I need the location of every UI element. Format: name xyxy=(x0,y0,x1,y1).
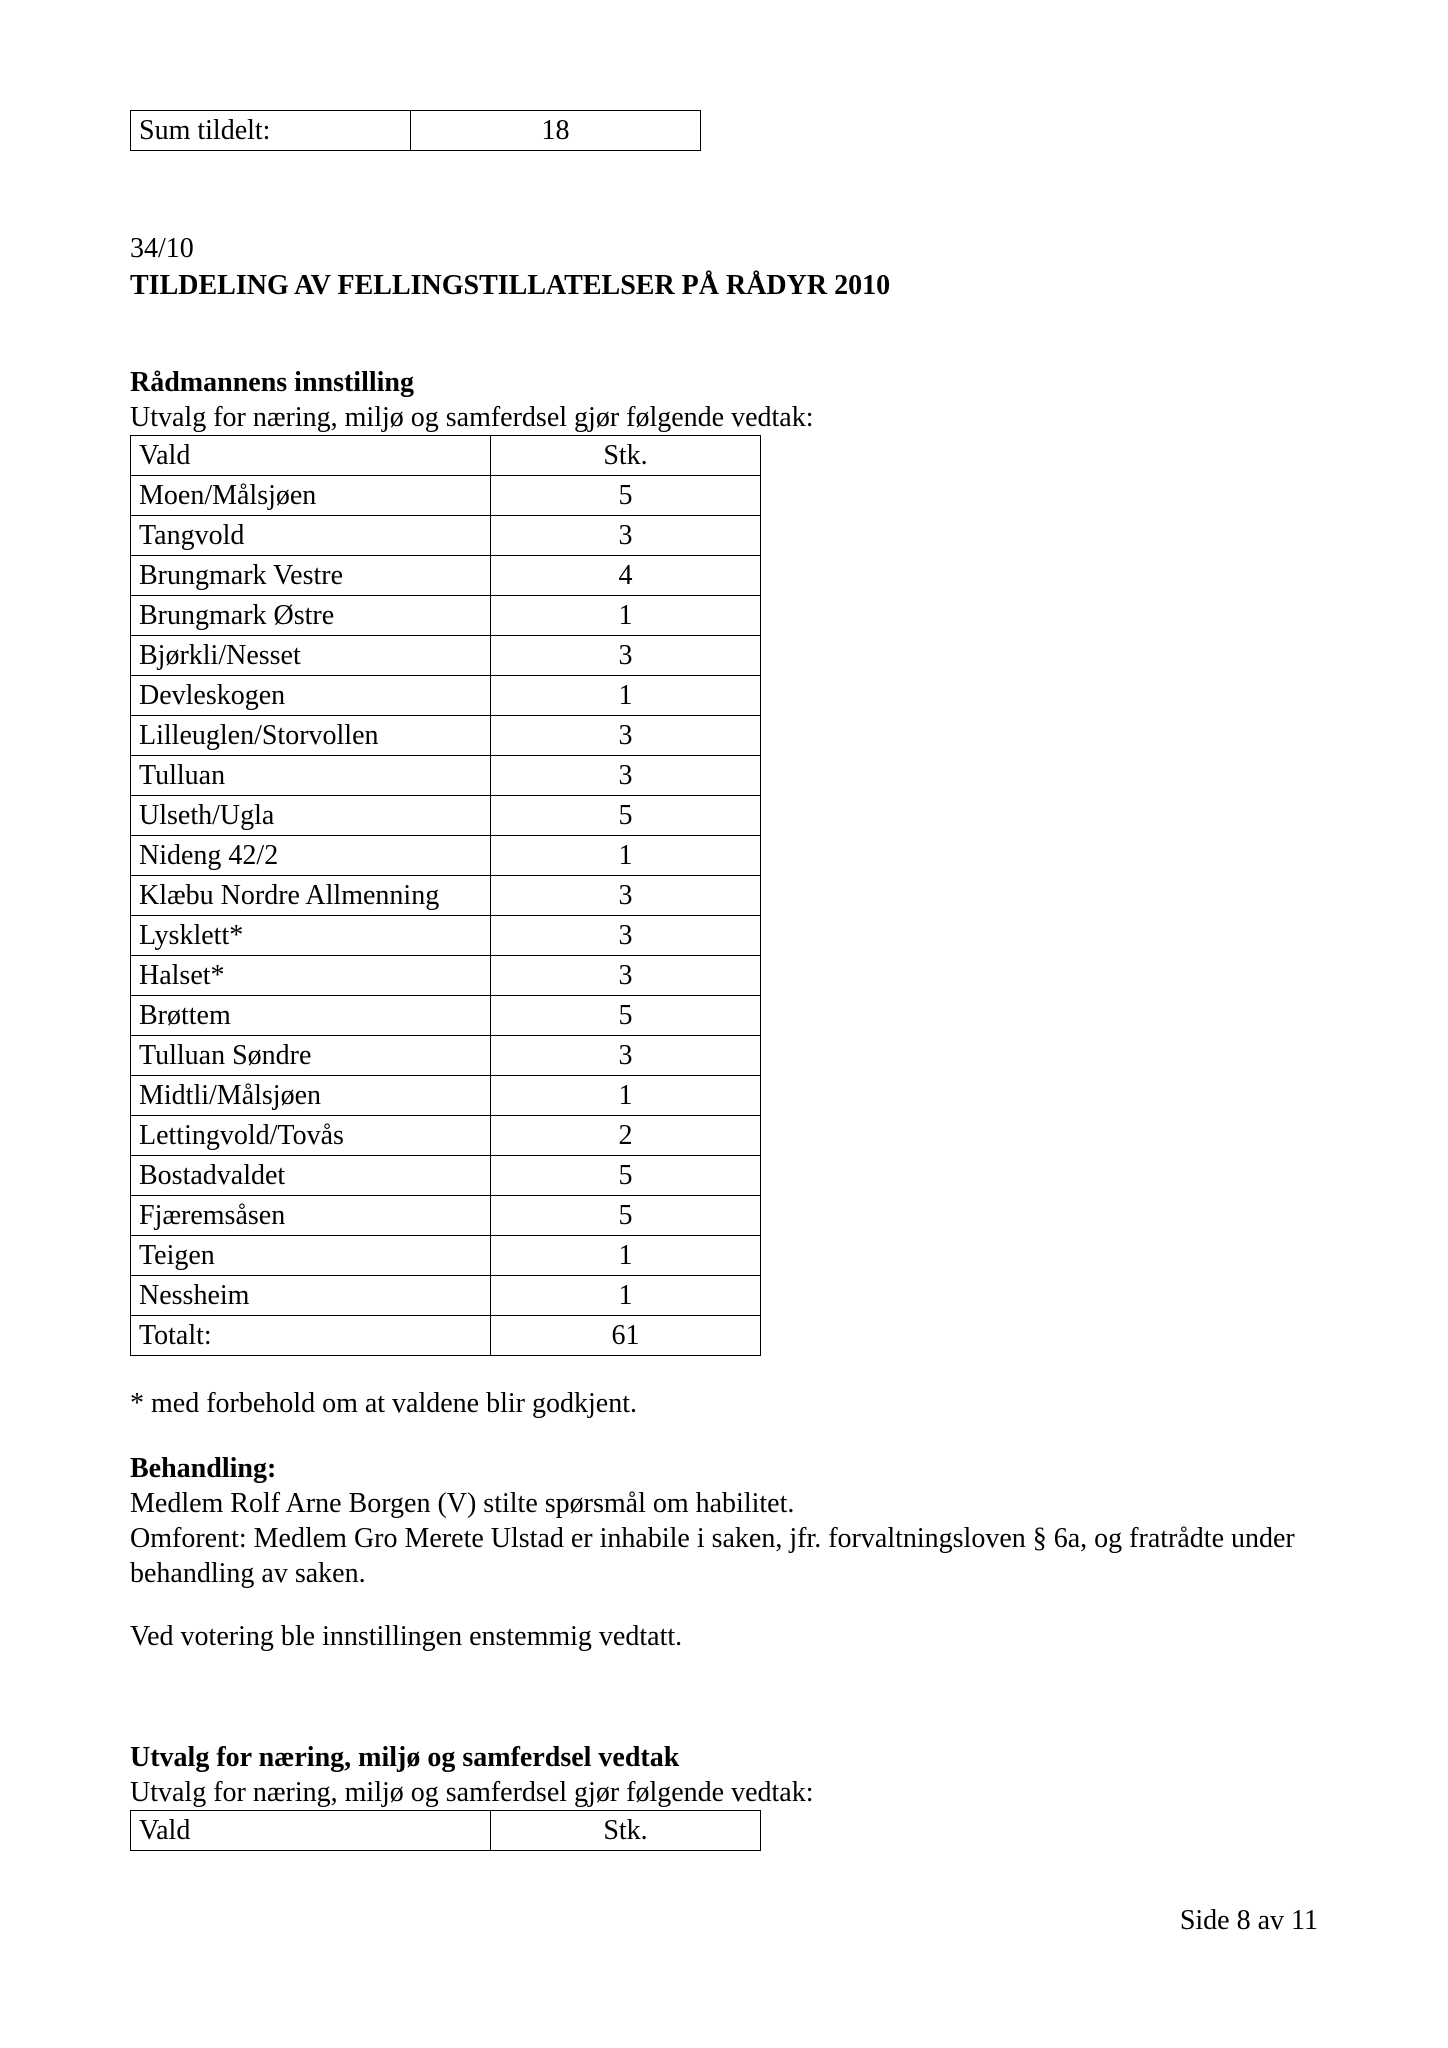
fellingstillatelse-table: Vald Stk. Moen/Målsjøen5Tangvold3Brungma… xyxy=(130,435,761,1356)
case-number: 34/10 xyxy=(130,231,1318,266)
table-row: Tulluan Søndre3 xyxy=(131,1036,761,1076)
cell-stk: 1 xyxy=(491,596,761,636)
table-row: Nessheim1 xyxy=(131,1276,761,1316)
cell-stk: 5 xyxy=(491,796,761,836)
behandling-para-1: Medlem Rolf Arne Borgen (V) stilte spørs… xyxy=(130,1486,1318,1521)
header-vald: Vald xyxy=(131,436,491,476)
behandling-para-3: Ved votering ble innstillingen enstemmig… xyxy=(130,1619,1318,1654)
cell-stk: 61 xyxy=(491,1316,761,1356)
table-row: Lilleuglen/Storvollen3 xyxy=(131,716,761,756)
vedtak-table-2: Vald Stk. xyxy=(130,1810,761,1851)
cell-vald: Lysklett* xyxy=(131,916,491,956)
cell-vald: Bjørkli/Nesset xyxy=(131,636,491,676)
behandling-para-2: Omforent: Medlem Gro Merete Ulstad er in… xyxy=(130,1521,1318,1591)
cell-stk: 1 xyxy=(491,1236,761,1276)
cell-stk: 5 xyxy=(491,476,761,516)
cell-stk: 1 xyxy=(491,676,761,716)
sum-tildelt-table: Sum tildelt: 18 xyxy=(130,110,701,151)
cell-vald: Halset* xyxy=(131,956,491,996)
cell-stk: 5 xyxy=(491,1156,761,1196)
cell-vald: Fjæremsåsen xyxy=(131,1196,491,1236)
main-title: TILDELING AV FELLINGSTILLATELSER PÅ RÅDY… xyxy=(130,268,1318,303)
cell-stk: 3 xyxy=(491,1036,761,1076)
behandling-title: Behandling: xyxy=(130,1451,1318,1486)
table-row: Lysklett*3 xyxy=(131,916,761,956)
cell-vald: Tangvold xyxy=(131,516,491,556)
table-row: Nideng 42/21 xyxy=(131,836,761,876)
table-row: Devleskogen1 xyxy=(131,676,761,716)
table-row: Midtli/Målsjøen1 xyxy=(131,1076,761,1116)
table-row: Totalt:61 xyxy=(131,1316,761,1356)
table2-header-row: Vald Stk. xyxy=(131,1811,761,1851)
cell-vald: Devleskogen xyxy=(131,676,491,716)
table-row: Bjørkli/Nesset3 xyxy=(131,636,761,676)
footnote: * med forbehold om at valdene blir godkj… xyxy=(130,1386,1318,1421)
table-row: Ulseth/Ugla5 xyxy=(131,796,761,836)
cell-stk: 5 xyxy=(491,1196,761,1236)
table-row: Fjæremsåsen5 xyxy=(131,1196,761,1236)
table-row: Tangvold3 xyxy=(131,516,761,556)
cell-stk: 3 xyxy=(491,756,761,796)
cell-vald: Teigen xyxy=(131,1236,491,1276)
cell-vald: Nessheim xyxy=(131,1276,491,1316)
vedtak-intro-2: Utvalg for næring, miljø og samferdsel g… xyxy=(130,1775,1318,1810)
table-row: Lettingvold/Tovås2 xyxy=(131,1116,761,1156)
cell-vald: Lettingvold/Tovås xyxy=(131,1116,491,1156)
table-row: Klæbu Nordre Allmenning3 xyxy=(131,876,761,916)
cell-vald: Nideng 42/2 xyxy=(131,836,491,876)
cell-vald: Totalt: xyxy=(131,1316,491,1356)
cell-stk: 5 xyxy=(491,996,761,1036)
cell-stk: 2 xyxy=(491,1116,761,1156)
section-vedtak-title: Utvalg for næring, miljø og samferdsel v… xyxy=(130,1740,1318,1775)
page-footer: Side 8 av 11 xyxy=(1180,1903,1318,1938)
table-row: Brungmark Østre1 xyxy=(131,596,761,636)
cell-vald: Lilleuglen/Storvollen xyxy=(131,716,491,756)
cell-stk: 3 xyxy=(491,876,761,916)
header2-stk: Stk. xyxy=(491,1811,761,1851)
table-row: Halset*3 xyxy=(131,956,761,996)
sum-tildelt-row: Sum tildelt: 18 xyxy=(131,111,701,151)
vedtak-intro-1: Utvalg for næring, miljø og samferdsel g… xyxy=(130,400,1318,435)
cell-stk: 3 xyxy=(491,636,761,676)
sum-tildelt-value: 18 xyxy=(411,111,701,151)
table-row: Teigen1 xyxy=(131,1236,761,1276)
cell-vald: Klæbu Nordre Allmenning xyxy=(131,876,491,916)
table-row: Moen/Målsjøen5 xyxy=(131,476,761,516)
cell-vald: Brøttem xyxy=(131,996,491,1036)
cell-stk: 3 xyxy=(491,516,761,556)
cell-stk: 1 xyxy=(491,1276,761,1316)
table-header-row: Vald Stk. xyxy=(131,436,761,476)
table-row: Bostadvaldet5 xyxy=(131,1156,761,1196)
cell-vald: Bostadvaldet xyxy=(131,1156,491,1196)
section-innstilling-title: Rådmannens innstilling xyxy=(130,365,1318,400)
header2-vald: Vald xyxy=(131,1811,491,1851)
cell-vald: Tulluan Søndre xyxy=(131,1036,491,1076)
cell-vald: Brungmark Østre xyxy=(131,596,491,636)
cell-stk: 3 xyxy=(491,716,761,756)
cell-stk: 1 xyxy=(491,1076,761,1116)
cell-vald: Moen/Målsjøen xyxy=(131,476,491,516)
table-row: Brøttem5 xyxy=(131,996,761,1036)
cell-stk: 3 xyxy=(491,956,761,996)
cell-vald: Brungmark Vestre xyxy=(131,556,491,596)
table-row: Tulluan3 xyxy=(131,756,761,796)
cell-stk: 3 xyxy=(491,916,761,956)
sum-tildelt-label: Sum tildelt: xyxy=(131,111,411,151)
cell-stk: 1 xyxy=(491,836,761,876)
behandling-section: Behandling: Medlem Rolf Arne Borgen (V) … xyxy=(130,1451,1318,1654)
cell-stk: 4 xyxy=(491,556,761,596)
cell-vald: Ulseth/Ugla xyxy=(131,796,491,836)
header-stk: Stk. xyxy=(491,436,761,476)
cell-vald: Tulluan xyxy=(131,756,491,796)
cell-vald: Midtli/Målsjøen xyxy=(131,1076,491,1116)
table-row: Brungmark Vestre4 xyxy=(131,556,761,596)
